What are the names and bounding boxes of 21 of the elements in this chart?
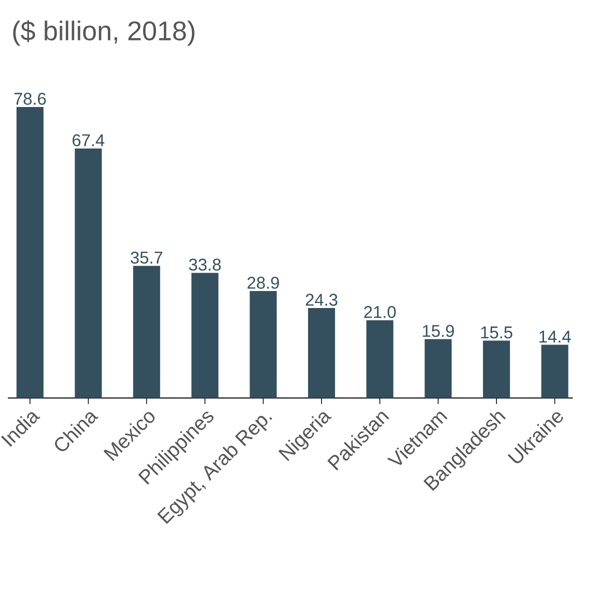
data-label: 35.7	[130, 252, 162, 264]
bar	[250, 291, 277, 398]
data-label: 21.0	[364, 306, 396, 318]
bar	[191, 272, 218, 398]
data-label: 33.8	[189, 258, 221, 271]
data-label: 14.4	[540, 330, 571, 342]
data-label: 28.9	[248, 276, 279, 289]
data-label: 67.4	[72, 134, 104, 146]
data-label: 78.6	[14, 92, 46, 105]
bar	[366, 320, 394, 398]
bar	[482, 340, 510, 398]
bar	[308, 308, 336, 398]
bar	[16, 107, 44, 398]
bar	[133, 266, 160, 398]
data-label: 24.3	[306, 294, 338, 306]
bar	[74, 148, 102, 398]
data-label: 15.9	[422, 324, 454, 337]
chart-title: ($ billion, 2018)	[13, 20, 194, 46]
bar	[424, 339, 452, 398]
bar	[541, 344, 568, 398]
data-label: 15.5	[481, 326, 512, 338]
